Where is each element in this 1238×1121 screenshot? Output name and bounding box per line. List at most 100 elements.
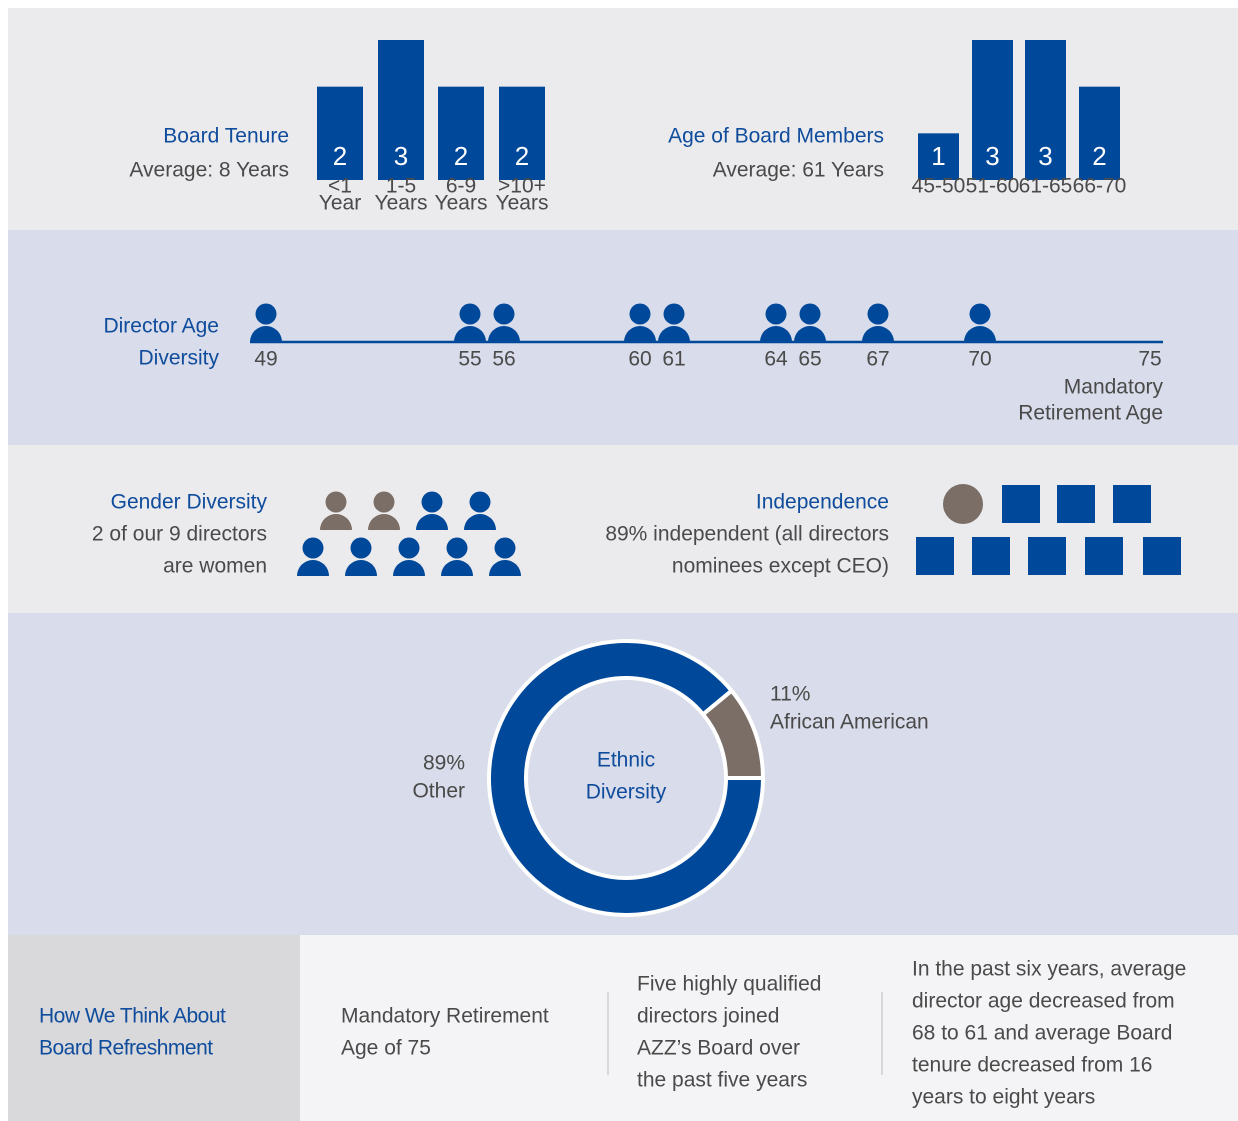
bar (317, 86, 363, 180)
person-icon (320, 491, 352, 530)
bar (1025, 40, 1066, 180)
value-label: 49 (254, 348, 277, 371)
icon-head (446, 537, 468, 559)
annotation: Retirement Age (1018, 402, 1163, 425)
person-icon (489, 537, 521, 576)
icon-head (494, 537, 516, 559)
icon-body (320, 514, 352, 530)
bar-label: 3 (985, 141, 999, 171)
icon-body (964, 326, 996, 342)
chart-title: Diversity (586, 781, 667, 804)
chart-subtitle: 2 of our 9 directors (92, 523, 267, 546)
icon-body (393, 560, 425, 576)
band-refresh-head (8, 935, 300, 1121)
chart-title: Age of Board Members (668, 125, 884, 148)
icon-body (464, 514, 496, 530)
icon-body (489, 560, 521, 576)
person-icon (416, 491, 448, 530)
refresh-item: Five highly qualified (637, 973, 821, 996)
bar (1079, 86, 1120, 180)
chart-title: Gender Diversity (111, 491, 268, 514)
value-label: 89% (423, 752, 465, 775)
refresh-item: 68 to 61 and average Board (912, 1022, 1172, 1045)
x-tick-label: 66-70 (1073, 175, 1127, 198)
bar (972, 40, 1013, 180)
icon-head (969, 303, 991, 325)
icon-head (493, 303, 515, 325)
square-icon (916, 537, 954, 575)
person-icon (760, 303, 792, 342)
person-icon (441, 537, 473, 576)
icon-head (302, 537, 324, 559)
x-tick-label: 75 (1138, 348, 1161, 371)
person-icon (488, 303, 520, 342)
icon-head (421, 491, 443, 513)
x-tick-label: 45-50 (912, 175, 966, 198)
square-icon (1028, 537, 1066, 575)
bar (378, 40, 424, 180)
icon-body (488, 326, 520, 342)
icon-body (416, 514, 448, 530)
refresh-heading: How We Think About (39, 1005, 226, 1028)
bar-label: 2 (333, 141, 347, 171)
bar-label: 2 (454, 141, 468, 171)
value-label: 65 (798, 348, 821, 371)
x-tick-label: Year (319, 192, 361, 215)
value-label: 60 (628, 348, 651, 371)
icon-head (325, 491, 347, 513)
chart-title: Director Age (103, 315, 219, 338)
person-icon (454, 303, 486, 342)
chart-title: Independence (756, 491, 889, 514)
square-icon (972, 537, 1010, 575)
x-tick-label: 1-5 (386, 175, 416, 198)
value-label: 56 (492, 348, 515, 371)
icon-body (794, 326, 826, 342)
x-tick-label: 51-60 (966, 175, 1020, 198)
icon-head (459, 303, 481, 325)
refresh-item: the past five years (637, 1069, 807, 1092)
icon-head (469, 491, 491, 513)
person-icon (658, 303, 690, 342)
icon-body (862, 326, 894, 342)
person-icon (464, 491, 496, 530)
chart-title: Board Tenure (163, 125, 289, 148)
x-tick-label: Years (496, 192, 549, 215)
icon-body (345, 560, 377, 576)
bar-label: 3 (394, 141, 408, 171)
value-label: 67 (866, 348, 889, 371)
refresh-item: tenure decreased from 16 (912, 1054, 1152, 1077)
icon-head (629, 303, 651, 325)
icon-body (760, 326, 792, 342)
icon-head (373, 491, 395, 513)
square-icon (1113, 485, 1151, 523)
category-label: African American (770, 711, 929, 734)
refresh-item: AZZ’s Board over (637, 1037, 800, 1060)
icon-head (350, 537, 372, 559)
square-icon (1143, 537, 1181, 575)
refresh-item: director age decreased from (912, 990, 1175, 1013)
chart-subtitle: Average: 61 Years (713, 159, 884, 182)
chart-title: Diversity (138, 347, 219, 370)
value-label: 55 (458, 348, 481, 371)
square-icon (1085, 537, 1123, 575)
value-label: 61 (662, 348, 685, 371)
person-icon (794, 303, 826, 342)
person-icon (964, 303, 996, 342)
icon-body (624, 326, 656, 342)
value-label: 70 (968, 348, 991, 371)
icon-body (250, 326, 282, 342)
value-label: 11% (770, 683, 810, 706)
chart-subtitle: 89% independent (all directors (605, 523, 889, 546)
x-tick-label: >10+ (498, 175, 546, 198)
square-icon (1002, 485, 1040, 523)
person-icon (393, 537, 425, 576)
refresh-item: Age of 75 (341, 1037, 431, 1060)
icon-head (799, 303, 821, 325)
refresh-item: directors joined (637, 1005, 779, 1028)
bar (918, 133, 959, 180)
bar-label: 2 (1092, 141, 1106, 171)
band-gender (8, 445, 1238, 613)
person-icon (297, 537, 329, 576)
circle-icon (943, 484, 983, 524)
band-age (8, 230, 1238, 445)
